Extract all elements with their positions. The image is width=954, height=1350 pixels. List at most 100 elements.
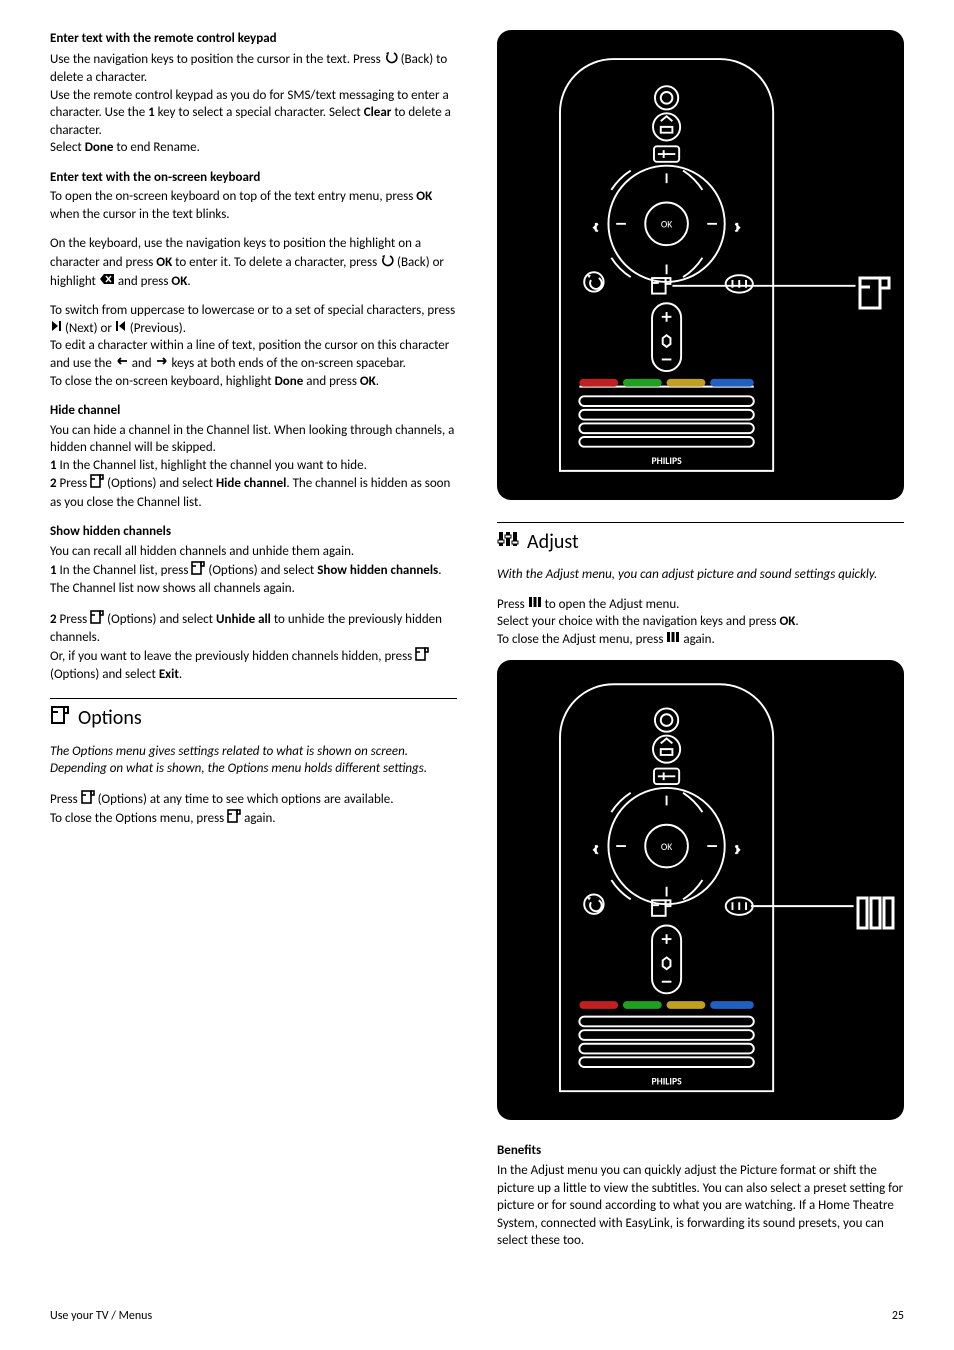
callout-adjust-icon: [854, 894, 898, 938]
text: (Previous).: [130, 321, 186, 336]
arrow-left-icon: [115, 355, 129, 373]
backspace-icon: [99, 273, 115, 291]
callout-options-icon: [856, 274, 894, 320]
exit-label: Exit: [159, 667, 179, 682]
svg-text:PHILIPS: PHILIPS: [651, 1076, 682, 1088]
adjust-icon: [528, 596, 542, 614]
svg-text:PHILIPS: PHILIPS: [651, 455, 682, 467]
text: You can recall all hidden channels and u…: [50, 544, 354, 559]
text: again.: [244, 811, 275, 826]
options-title: Options: [78, 705, 142, 732]
ok-label: OK: [416, 189, 432, 204]
text: key to select a special character. Selec…: [155, 105, 364, 120]
remote-svg: OK: [497, 660, 904, 1106]
ok-label: OK: [360, 374, 376, 389]
text: .: [795, 614, 798, 629]
text: To open the on-screen keyboard on top of…: [50, 189, 416, 204]
text: .: [179, 667, 182, 682]
options-icon: [191, 561, 205, 581]
para: To switch from uppercase to lowercase or…: [50, 302, 457, 390]
text: and press: [118, 274, 172, 289]
options-icon: [90, 474, 104, 494]
text: to open the Adjust menu.: [545, 597, 680, 612]
text: (Next) or: [65, 321, 115, 336]
options-icon: [50, 705, 70, 733]
para: To open the on-screen keyboard on top of…: [50, 188, 457, 223]
arrow-right-icon: [155, 355, 169, 373]
text: (Options) and select: [208, 562, 317, 577]
remote-svg: OK: [497, 30, 904, 485]
unhide-all-label: Unhide all: [216, 612, 271, 627]
heading-benefits: Benefits: [497, 1142, 904, 1160]
svg-text:OK: OK: [661, 219, 672, 231]
text: (Options) and select: [107, 476, 216, 491]
text: Press: [57, 612, 91, 627]
text: Or, if you want to leave the previously …: [50, 649, 415, 664]
text: to enter it. To delete a character, pres…: [172, 255, 380, 270]
step-2: 2: [50, 612, 57, 627]
text: Select your choice with the navigation k…: [497, 614, 779, 629]
text: (Options) and select: [107, 612, 216, 627]
ok-label: OK: [171, 274, 187, 289]
text: and: [132, 356, 155, 371]
options-icon: [415, 647, 429, 667]
remote-illustration-options: OK: [497, 30, 904, 500]
divider: [497, 522, 904, 523]
text: You can hide a channel in the Channel li…: [50, 423, 454, 456]
para: Use the navigation keys to position the …: [50, 50, 457, 157]
text: To close the on-screen keyboard, highlig…: [50, 374, 275, 389]
benefits-para: In the Adjust menu you can quickly adjus…: [497, 1162, 904, 1250]
text: to end Rename.: [113, 140, 200, 155]
footer-page: 25: [892, 1308, 904, 1324]
options-icon: [81, 790, 95, 810]
options-desc: The Options menu gives settings related …: [50, 743, 457, 778]
text: .: [187, 274, 190, 289]
text: Press: [57, 476, 91, 491]
options-icon: [90, 610, 104, 630]
heading-hide-channel: Hide channel: [50, 402, 457, 420]
clear-label: Clear: [364, 105, 392, 120]
text: To close the Options menu, press: [50, 811, 227, 826]
text: keys at both ends of the on-screen space…: [171, 356, 405, 371]
step-1: 1: [50, 458, 57, 473]
text: To switch from uppercase to lowercase or…: [50, 303, 455, 318]
text: To close the Adjust menu, press: [497, 632, 666, 647]
adjust-icon: [666, 631, 680, 649]
heading-show-hidden: Show hidden channels: [50, 523, 457, 541]
text: In the Channel list, press: [57, 562, 192, 577]
remote-illustration-adjust: OK: [497, 660, 904, 1120]
text: Use the navigation keys to position the …: [50, 51, 384, 66]
divider: [50, 698, 457, 699]
back-icon: [380, 253, 394, 273]
text: (Options) and select: [50, 667, 159, 682]
text: again.: [683, 632, 714, 647]
para: Press to open the Adjust menu. Select yo…: [497, 596, 904, 649]
adjust-icon: [497, 529, 519, 556]
step-1: 1: [50, 562, 57, 577]
text: Select: [50, 140, 85, 155]
adjust-title: Adjust: [527, 529, 579, 556]
heading-remote-keypad: Enter text with the remote control keypa…: [50, 30, 457, 48]
done-label: Done: [275, 374, 304, 389]
next-icon: [50, 320, 62, 338]
left-column: Enter text with the remote control keypa…: [50, 30, 457, 1262]
back-icon: [384, 50, 398, 70]
para: Press (Options) at any time to see which…: [50, 790, 457, 829]
key-1: 1: [148, 105, 155, 120]
two-column-layout: Enter text with the remote control keypa…: [50, 30, 904, 1262]
done-label: Done: [85, 140, 114, 155]
heading-onscreen-kb: Enter text with the on-screen keyboard: [50, 169, 457, 187]
ok-label: OK: [156, 255, 172, 270]
right-column: OK: [497, 30, 904, 1262]
page-footer: Use your TV / Menus 25: [50, 1308, 904, 1324]
svg-text:OK: OK: [661, 841, 672, 853]
text: and press: [303, 374, 360, 389]
para: You can recall all hidden channels and u…: [50, 543, 457, 598]
heading-options: Options: [50, 705, 457, 733]
text: Press: [497, 597, 528, 612]
text: (Options) at any time to see which optio…: [98, 792, 394, 807]
footer-left: Use your TV / Menus: [50, 1308, 152, 1324]
options-icon: [227, 809, 241, 829]
step-2: 2: [50, 476, 57, 491]
para: You can hide a channel in the Channel li…: [50, 422, 457, 512]
